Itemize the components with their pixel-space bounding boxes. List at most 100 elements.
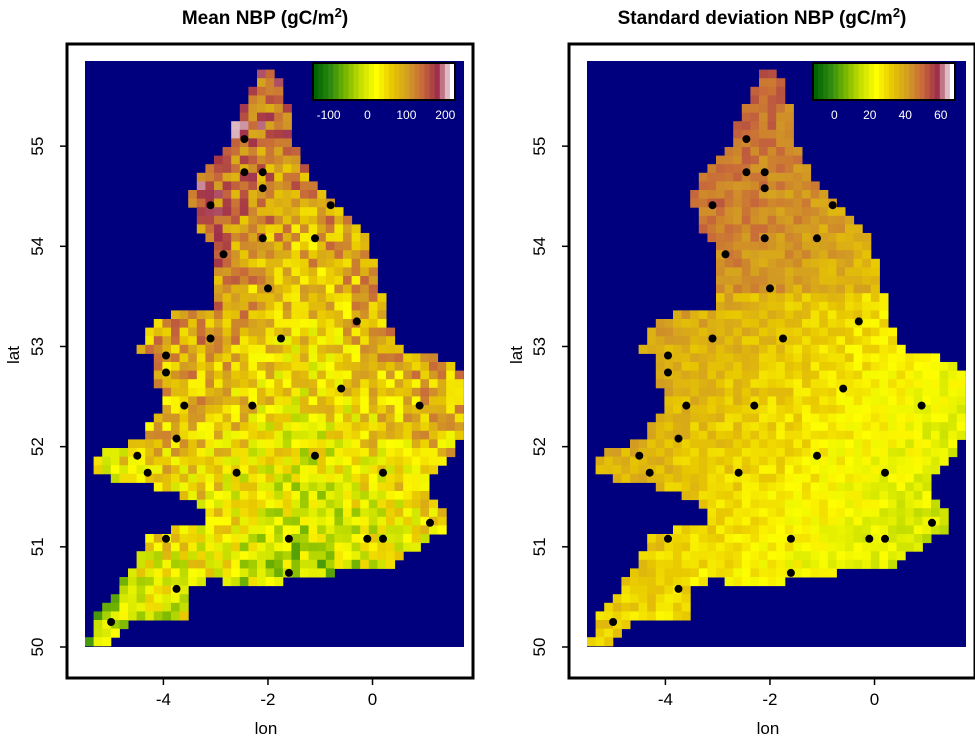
grid-cell — [741, 172, 751, 182]
colorbar-swatch — [949, 63, 956, 100]
grid-cell — [420, 379, 430, 389]
grid-cell — [638, 465, 648, 475]
grid-cell — [162, 482, 172, 492]
grid-cell — [879, 293, 889, 303]
grid-cell — [870, 396, 880, 406]
grid-cell — [888, 448, 898, 458]
grid-cell — [733, 215, 743, 225]
grid-cell — [698, 207, 708, 217]
grid-cell — [420, 413, 430, 423]
grid-cell — [257, 396, 267, 406]
grid-cell — [196, 551, 206, 561]
grid-cell — [664, 473, 674, 483]
grid-cell — [145, 577, 155, 587]
station-point — [786, 568, 795, 577]
grid-cell — [171, 551, 181, 561]
grid-cell — [716, 327, 726, 337]
grid-cell — [222, 439, 232, 449]
grid-cell — [888, 473, 898, 483]
grid-cell — [257, 301, 267, 311]
grid-cell — [325, 559, 335, 569]
grid-cell — [888, 491, 898, 501]
grid-cell — [716, 559, 726, 569]
grid-cell — [231, 568, 241, 578]
grid-cell — [604, 620, 614, 630]
grid-cell — [793, 293, 803, 303]
grid-cell — [145, 534, 155, 544]
grid-cell — [931, 499, 941, 509]
grid-cell — [810, 499, 820, 509]
grid-cell — [673, 370, 683, 380]
grid-cell — [931, 387, 941, 397]
grid-cell — [827, 379, 837, 389]
grid-cell — [767, 499, 777, 509]
grid-cell — [171, 405, 181, 415]
grid-cell — [802, 379, 812, 389]
grid-cell — [239, 327, 249, 337]
station-point — [766, 284, 774, 293]
grid-cell — [239, 172, 249, 182]
grid-cell — [879, 362, 889, 372]
grid-cell — [300, 215, 310, 225]
grid-cell — [420, 405, 430, 415]
grid-cell — [784, 344, 794, 354]
grid-cell — [274, 267, 284, 277]
grid-cell — [741, 301, 751, 311]
grid-cell — [673, 456, 683, 466]
grid-cell — [265, 448, 275, 458]
grid-cell — [222, 559, 232, 569]
grid-cell — [368, 508, 378, 518]
grid-cell — [231, 387, 241, 397]
colorbar-swatch — [914, 63, 920, 100]
grid-cell — [750, 396, 760, 406]
grid-cell — [205, 327, 215, 337]
grid-cell — [750, 319, 760, 329]
grid-cell — [265, 86, 275, 96]
grid-cell — [196, 456, 206, 466]
grid-cell — [386, 456, 396, 466]
grid-cell — [939, 379, 949, 389]
grid-cell — [239, 379, 249, 389]
grid-cell — [386, 534, 396, 544]
grid-cell — [733, 482, 743, 492]
grid-cell — [630, 456, 640, 466]
grid-cell — [437, 370, 447, 380]
grid-cell — [888, 413, 898, 423]
grid-cell — [776, 551, 786, 561]
grid-cell — [827, 276, 837, 286]
grid-cell — [948, 387, 958, 397]
grid-cell — [595, 465, 605, 475]
grid-cell — [905, 439, 915, 449]
grid-cell — [377, 396, 387, 406]
grid-cell — [153, 439, 163, 449]
grid-cell — [222, 215, 232, 225]
grid-cell — [698, 534, 708, 544]
grid-cell — [681, 370, 691, 380]
grid-cell — [819, 525, 829, 535]
grid-cell — [776, 516, 786, 526]
grid-cell — [862, 241, 872, 251]
grid-cell — [248, 508, 258, 518]
grid-cell — [437, 413, 447, 423]
grid-cell — [351, 439, 361, 449]
grid-cell — [196, 362, 206, 372]
grid-cell — [922, 439, 932, 449]
grid-cell — [853, 516, 863, 526]
grid-cell — [136, 585, 146, 595]
grid-cell — [948, 448, 958, 458]
colorbar-tick-label: 0 — [364, 108, 371, 122]
grid-cell — [827, 258, 837, 268]
grid-cell — [265, 482, 275, 492]
grid-cell — [879, 542, 889, 552]
grid-cell — [621, 611, 631, 621]
grid-cell — [741, 422, 751, 432]
grid-cell — [308, 241, 318, 251]
grid-cell — [162, 456, 172, 466]
grid-cell — [265, 129, 275, 139]
grid-cell — [750, 499, 760, 509]
grid-cell — [411, 362, 421, 372]
grid-cell — [162, 327, 172, 337]
grid-cell — [733, 310, 743, 320]
grid-cell — [733, 198, 743, 208]
